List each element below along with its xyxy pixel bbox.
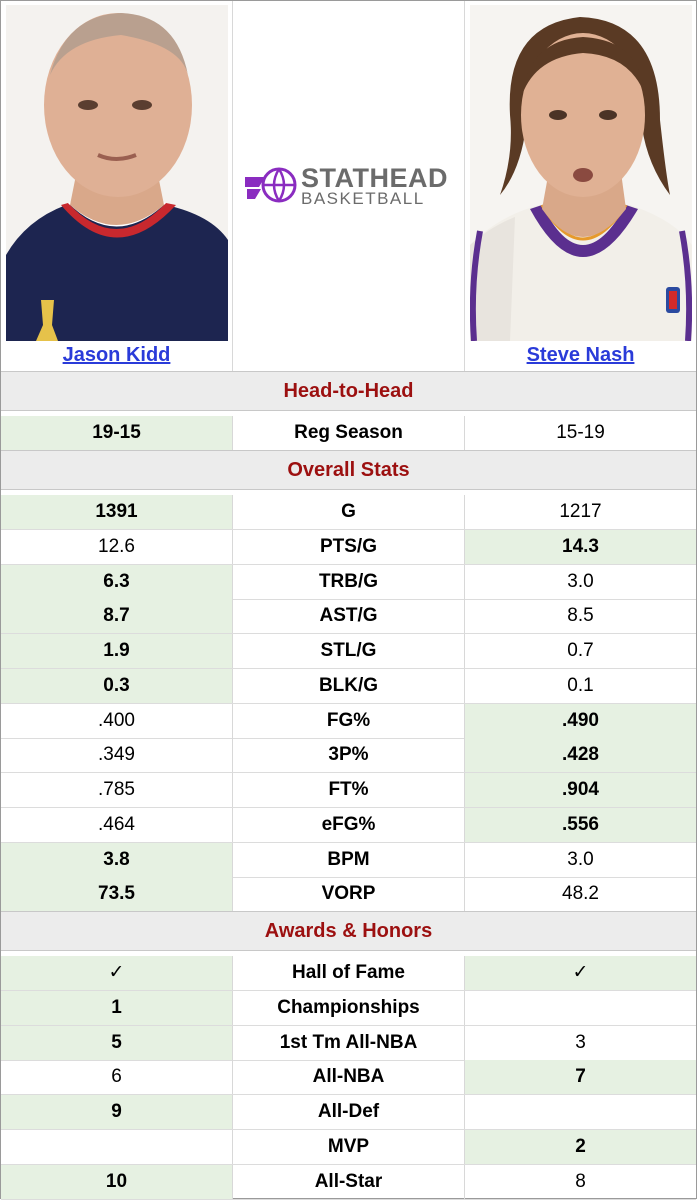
left-player-value: .464 — [1, 807, 233, 842]
stat-label: PTS/G — [233, 529, 465, 564]
right-player-value: 0.7 — [567, 640, 594, 661]
stat-row: .785 FT% .904 — [1, 773, 696, 808]
right-player-value: .556 — [465, 807, 696, 842]
stat-label: BLK/G — [233, 668, 465, 703]
left-player-value: 12.6 — [1, 529, 233, 564]
right-player-photo — [470, 5, 692, 341]
right-player-value: 8 — [575, 1170, 586, 1192]
stat-label: eFG% — [233, 807, 465, 842]
right-player-name-link[interactable]: Steve Nash — [526, 344, 635, 366]
right-player-value — [465, 991, 696, 1025]
left-player-value: .400 — [1, 703, 233, 738]
left-player-value: 1.9 — [1, 634, 233, 668]
stat-label: All-NBA — [233, 1060, 465, 1095]
left-player-value: 0.3 — [1, 668, 233, 703]
stat-row: 9 All-Def — [1, 1095, 696, 1130]
left-player-name-link[interactable]: Jason Kidd — [62, 344, 171, 366]
player-header: Jason Kidd STATHEAD BASKETBALL — [1, 1, 696, 371]
left-player-value: .785 — [1, 773, 233, 807]
left-player-value: ✓ — [1, 956, 233, 990]
section-overall-stats: Overall Stats — [1, 450, 696, 490]
stat-label: All-Def — [233, 1095, 465, 1129]
stat-label: STL/G — [233, 634, 465, 668]
stat-row: .464 eFG% .556 — [1, 807, 696, 843]
stat-row: 6.3 TRB/G 3.0 — [1, 564, 696, 600]
left-player-value: 3.8 — [1, 842, 233, 877]
logo-column: STATHEAD BASKETBALL — [233, 1, 465, 371]
right-player-value: .428 — [465, 738, 696, 773]
right-player-value: 7 — [465, 1060, 696, 1095]
stat-label: TRB/G — [233, 564, 465, 599]
right-player-value: 8.5 — [567, 605, 594, 627]
stat-row: 8.7 AST/G 8.5 — [1, 599, 696, 635]
stat-row: .400 FG% .490 — [1, 703, 696, 739]
left-player-value: 6.3 — [1, 564, 233, 599]
right-player-value: 3 — [575, 1031, 586, 1053]
stat-label: BPM — [233, 842, 465, 877]
stat-row: 19-15 Reg Season 15-19 — [1, 416, 696, 451]
stat-label: 3P% — [233, 738, 465, 773]
left-player-value: 1391 — [1, 495, 233, 529]
left-player-column: Jason Kidd — [1, 1, 233, 371]
stat-row: 1.9 STL/G 0.7 — [1, 634, 696, 669]
right-player-value: 14.3 — [465, 529, 696, 564]
left-player-photo — [6, 5, 228, 341]
stat-row: 3.8 BPM 3.0 — [1, 842, 696, 878]
right-player-column: Steve Nash — [465, 1, 696, 371]
stat-label: Championships — [233, 990, 465, 1025]
stat-row: 1 Championships — [1, 990, 696, 1026]
right-player-value: 3.0 — [567, 570, 594, 592]
right-player-value: 2 — [465, 1129, 696, 1164]
section-awards-honors: Awards & Honors — [1, 911, 696, 951]
stat-row: 73.5 VORP 48.2 — [1, 877, 696, 913]
stat-label: MVP — [233, 1129, 465, 1164]
stat-row: 1391 G 1217 — [1, 495, 696, 530]
right-player-value: 3.0 — [567, 848, 594, 870]
right-player-value: ✓ — [465, 956, 696, 990]
left-player-value: 6 — [1, 1060, 233, 1095]
stat-row: 5 1st Tm All-NBA 3 — [1, 1025, 696, 1061]
left-player-value: .349 — [1, 738, 233, 773]
stat-label: Reg Season — [233, 416, 465, 450]
stat-row: ✓ Hall of Fame ✓ — [1, 956, 696, 991]
stat-label: G — [233, 495, 465, 529]
right-player-value: 15-19 — [556, 422, 605, 443]
right-player-value: 48.2 — [562, 883, 599, 905]
left-player-value — [1, 1129, 233, 1164]
stat-row: 12.6 PTS/G 14.3 — [1, 529, 696, 565]
logo-title: STATHEAD — [301, 163, 448, 193]
stathead-logo[interactable]: STATHEAD BASKETBALL — [243, 163, 457, 209]
stat-label: Hall of Fame — [233, 956, 465, 990]
stat-label: All-Star — [233, 1164, 465, 1199]
left-player-value: 1 — [1, 990, 233, 1025]
basketball-logo-icon — [245, 167, 297, 203]
stat-row: MVP 2 — [1, 1129, 696, 1165]
left-player-value: 8.7 — [1, 599, 233, 634]
right-player-value: .490 — [465, 703, 696, 738]
right-player-value — [465, 1095, 696, 1129]
right-player-value: .904 — [465, 773, 696, 807]
left-player-value: 9 — [1, 1095, 233, 1129]
logo-subtitle: BASKETBALL — [301, 189, 425, 208]
right-player-value: 1217 — [559, 501, 602, 522]
left-player-value: 10 — [1, 1164, 233, 1199]
stat-label: FG% — [233, 703, 465, 738]
stat-label: FT% — [233, 773, 465, 807]
stat-row: 0.3 BLK/G 0.1 — [1, 668, 696, 704]
left-player-value: 19-15 — [1, 416, 233, 450]
stat-row: 6 All-NBA 7 — [1, 1060, 696, 1096]
stat-label: 1st Tm All-NBA — [233, 1025, 465, 1060]
stat-row: .349 3P% .428 — [1, 738, 696, 774]
stat-label: AST/G — [233, 599, 465, 634]
stat-label: VORP — [233, 877, 465, 912]
stat-row: 10 All-Star 8 — [1, 1164, 696, 1200]
section-head-to-head: Head-to-Head — [1, 371, 696, 411]
left-player-value: 5 — [1, 1025, 233, 1060]
left-player-value: 73.5 — [1, 877, 233, 912]
right-player-value: 0.1 — [567, 674, 594, 696]
